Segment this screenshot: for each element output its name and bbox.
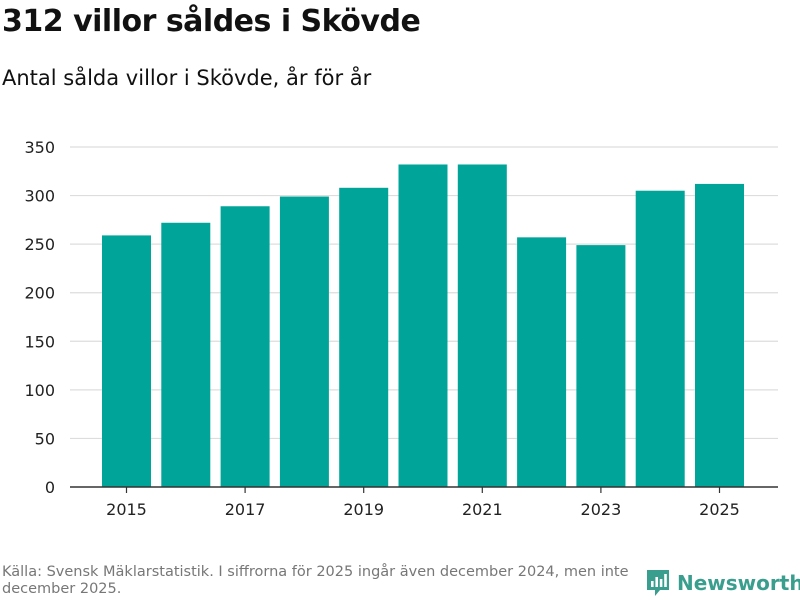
y-tick-label: 0 [45, 478, 55, 497]
bar-2021 [457, 164, 507, 487]
y-tick-label: 100 [24, 381, 55, 400]
bar-2020 [398, 164, 448, 487]
bar-2018 [279, 196, 329, 488]
brand-name: Newsworthy [677, 571, 800, 595]
y-tick-label: 200 [24, 284, 55, 303]
x-tick-label: 2017 [225, 500, 266, 519]
bar-2024 [635, 190, 685, 487]
x-tick-label: 2015 [106, 500, 147, 519]
chart-subtitle: Antal sålda villor i Skövde, år för år [2, 66, 372, 90]
x-tick-label: 2025 [699, 500, 740, 519]
bar-2015 [102, 235, 151, 487]
y-tick-label: 150 [24, 332, 55, 351]
newsworthy-icon [647, 570, 669, 596]
bar-2017 [220, 206, 270, 487]
bar-chart: 0 50 100 150 200 250 300 350 2015 2017 2019 2021 202… [24, 138, 778, 519]
y-tick-label: 350 [24, 138, 55, 157]
bar-2019 [339, 187, 389, 488]
x-tick-label: 2019 [343, 500, 384, 519]
y-tick-label: 50 [35, 429, 55, 448]
bar-2016 [161, 222, 211, 487]
y-tick-label: 300 [24, 187, 55, 206]
brand-logo: Newsworthy [645, 568, 800, 598]
bar-2025 [695, 183, 744, 487]
bar-2023 [576, 245, 626, 487]
x-tick-label: 2021 [462, 500, 503, 519]
chart-title: 312 villor såldes i Skövde [2, 4, 421, 39]
y-tick-label: 250 [24, 235, 55, 254]
x-tick-label: 2023 [581, 500, 622, 519]
source-note: Källa: Svensk Mäklarstatistik. I siffror… [2, 564, 629, 597]
bar-2022 [517, 237, 567, 487]
